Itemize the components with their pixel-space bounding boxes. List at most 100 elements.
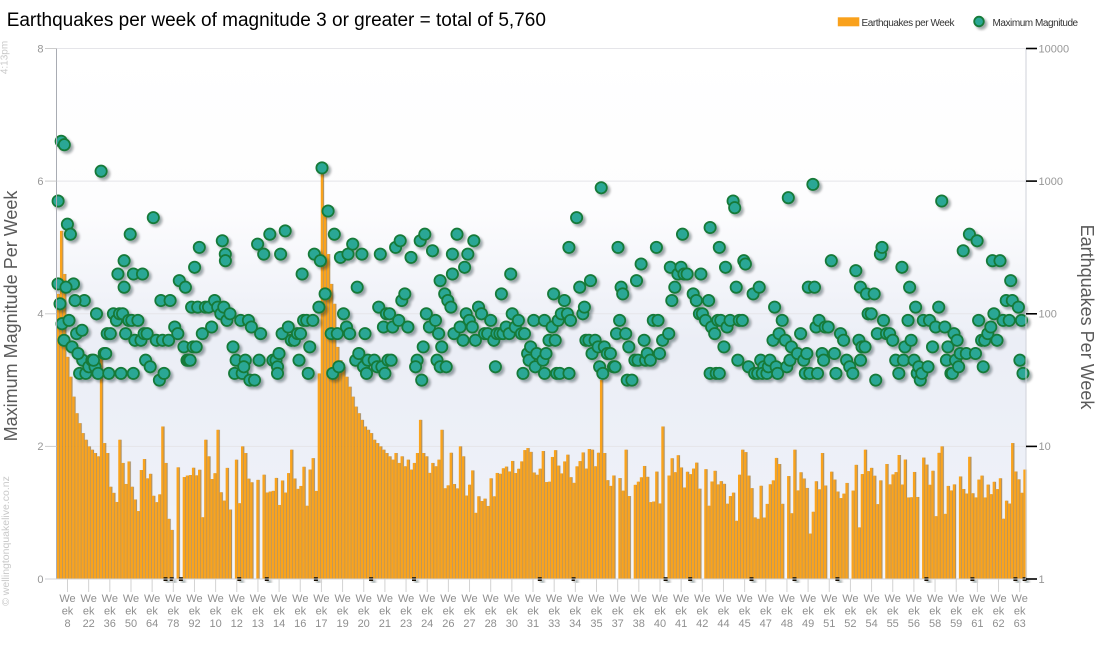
svg-text:36: 36	[104, 618, 116, 630]
svg-text:ek: ek	[337, 606, 349, 618]
svg-text:20: 20	[358, 618, 370, 630]
svg-text:ek: ek	[760, 606, 772, 618]
svg-text:We: We	[398, 593, 414, 605]
svg-text:47: 47	[760, 618, 772, 630]
svg-text:1000: 1000	[1039, 176, 1063, 188]
svg-text:We: We	[863, 593, 879, 605]
svg-text:23: 23	[400, 618, 412, 630]
svg-text:ek: ek	[62, 606, 74, 618]
svg-text:59: 59	[950, 618, 962, 630]
svg-text:14: 14	[273, 618, 285, 630]
svg-text:We: We	[694, 593, 710, 605]
svg-text:2: 2	[37, 441, 43, 453]
svg-text:ek: ek	[421, 606, 433, 618]
svg-text:42: 42	[696, 618, 708, 630]
svg-text:We: We	[631, 593, 647, 605]
svg-text:ek: ek	[845, 606, 857, 618]
svg-text:ek: ek	[929, 606, 941, 618]
svg-text:13: 13	[252, 618, 264, 630]
svg-text:We: We	[123, 593, 139, 605]
svg-text:ek: ek	[569, 606, 581, 618]
svg-text:Maximum Magnitude Per Week: Maximum Magnitude Per Week	[1, 190, 21, 442]
svg-text:ek: ek	[464, 606, 476, 618]
svg-text:16: 16	[294, 618, 306, 630]
svg-text:12: 12	[231, 618, 243, 630]
svg-text:ek: ek	[231, 606, 243, 618]
svg-text:We: We	[948, 593, 964, 605]
svg-text:35: 35	[590, 618, 602, 630]
svg-text:28: 28	[485, 618, 497, 630]
svg-text:ek: ek	[104, 606, 116, 618]
svg-text:22: 22	[83, 618, 95, 630]
svg-text:We: We	[144, 593, 160, 605]
svg-text:ek: ek	[273, 606, 285, 618]
svg-text:ek: ek	[654, 606, 666, 618]
svg-text:34: 34	[569, 618, 581, 630]
svg-text:We: We	[102, 593, 118, 605]
svg-text:63: 63	[1014, 618, 1026, 630]
svg-text:We: We	[271, 593, 287, 605]
svg-text:50: 50	[125, 618, 137, 630]
svg-text:8: 8	[64, 618, 70, 630]
svg-text:ek: ek	[908, 606, 920, 618]
svg-text:30: 30	[506, 618, 518, 630]
svg-text:We: We	[229, 593, 245, 605]
svg-text:21: 21	[379, 618, 391, 630]
svg-text:We: We	[483, 593, 499, 605]
svg-text:We: We	[800, 593, 816, 605]
svg-text:We: We	[504, 593, 520, 605]
svg-text:Earthquakes per week of magnit: Earthquakes per week of magnitude 3 or g…	[7, 10, 546, 31]
svg-text:Earthquakes per Week: Earthquakes per Week	[862, 18, 956, 29]
svg-text:ek: ek	[506, 606, 518, 618]
svg-text:We: We	[59, 593, 75, 605]
svg-text:ek: ek	[379, 606, 391, 618]
svg-text:55: 55	[887, 618, 899, 630]
svg-text:We: We	[81, 593, 97, 605]
svg-text:We: We	[292, 593, 308, 605]
svg-text:We: We	[207, 593, 223, 605]
svg-text:ek: ek	[485, 606, 497, 618]
svg-text:Earthquakes Per Week: Earthquakes Per Week	[1077, 225, 1097, 411]
svg-text:6: 6	[37, 176, 43, 188]
svg-text:We: We	[377, 593, 393, 605]
svg-text:ek: ek	[675, 606, 687, 618]
svg-text:ek: ek	[146, 606, 158, 618]
svg-text:52: 52	[844, 618, 856, 630]
svg-text:ek: ek	[718, 606, 730, 618]
svg-text:We: We	[546, 593, 562, 605]
svg-text:We: We	[969, 593, 985, 605]
svg-text:1: 1	[1039, 574, 1045, 586]
svg-text:We: We	[652, 593, 668, 605]
svg-text:We: We	[779, 593, 795, 605]
svg-text:19: 19	[336, 618, 348, 630]
svg-text:ek: ek	[443, 606, 455, 618]
svg-text:We: We	[842, 593, 858, 605]
svg-text:54: 54	[865, 618, 877, 630]
svg-text:4:13pm: 4:13pm	[0, 41, 11, 74]
svg-text:We: We	[927, 593, 943, 605]
svg-text:41: 41	[675, 618, 687, 630]
svg-text:49: 49	[802, 618, 814, 630]
svg-text:We: We	[440, 593, 456, 605]
svg-text:44: 44	[717, 618, 729, 630]
svg-text:78: 78	[167, 618, 179, 630]
svg-text:51: 51	[823, 618, 835, 630]
svg-text:ek: ek	[781, 606, 793, 618]
svg-text:We: We	[334, 593, 350, 605]
svg-text:92: 92	[188, 618, 200, 630]
svg-text:ek: ek	[400, 606, 412, 618]
svg-text:27: 27	[463, 618, 475, 630]
svg-text:We: We	[885, 593, 901, 605]
svg-text:We: We	[736, 593, 752, 605]
svg-text:ek: ek	[210, 606, 222, 618]
svg-text:37: 37	[612, 618, 624, 630]
svg-text:We: We	[588, 593, 604, 605]
svg-text:58: 58	[929, 618, 941, 630]
svg-text:We: We	[567, 593, 583, 605]
svg-text:100: 100	[1039, 309, 1057, 321]
svg-text:We: We	[990, 593, 1006, 605]
svg-text:17: 17	[315, 618, 327, 630]
svg-text:ek: ek	[823, 606, 835, 618]
svg-text:ek: ek	[866, 606, 878, 618]
svg-text:ek: ek	[358, 606, 370, 618]
